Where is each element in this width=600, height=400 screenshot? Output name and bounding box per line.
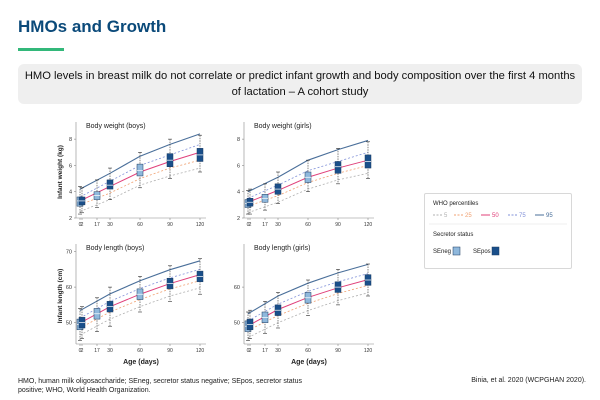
x-axis-label: Age (days) xyxy=(291,359,327,366)
y-tick-label: 2 xyxy=(69,216,72,222)
y-tick-label: 70 xyxy=(66,250,72,256)
y-tick-label: 60 xyxy=(66,285,72,291)
title-underline xyxy=(18,48,64,51)
x-tick-label: 0 xyxy=(247,222,250,228)
chart-length-girls: Body length (girls) 50 60 0 2 17 30 60 90 120 Age … xyxy=(234,244,374,366)
box-sepos xyxy=(106,179,114,190)
legend-pct-label: 5 xyxy=(444,213,448,219)
x-tick-label: 2 xyxy=(249,222,252,228)
x-tick-label: 120 xyxy=(364,222,373,228)
who-p75-line xyxy=(247,151,369,199)
x-tick-label: 90 xyxy=(335,222,341,228)
who-p95-line xyxy=(79,260,201,312)
x-tick-label: 0 xyxy=(79,348,82,354)
legend-pct-label: 75 xyxy=(519,213,526,219)
chart-title: Body length (boys) xyxy=(86,245,144,252)
x-tick-label: 30 xyxy=(275,222,281,228)
x-tick-label: 17 xyxy=(262,222,268,228)
who-p75-line xyxy=(247,273,369,322)
x-tick-label: 2 xyxy=(81,222,84,228)
y-tick-label: 2 xyxy=(237,216,240,222)
x-tick-label: 30 xyxy=(107,222,113,228)
y-axis-label: Infant length (cm) xyxy=(57,269,64,324)
chart-title: Body weight (girls) xyxy=(254,123,312,130)
x-tick-label: 0 xyxy=(79,222,82,228)
box-sepos xyxy=(334,161,342,174)
y-tick-label: 4 xyxy=(69,190,72,196)
footer-abbreviations: HMO, human milk oligosaccharide; SEneg, … xyxy=(18,378,303,394)
footer-citation: Binia, et al. 2020 (WCPGHAN 2020). xyxy=(471,377,586,384)
x-tick-label: 30 xyxy=(275,348,281,354)
y-tick-label: 6 xyxy=(69,163,72,169)
study-banner: HMO levels in breast milk do not correla… xyxy=(18,64,582,104)
x-tick-label: 2 xyxy=(81,348,84,354)
x-tick-label: 60 xyxy=(137,222,143,228)
x-tick-label: 90 xyxy=(335,348,341,354)
who-p75-line xyxy=(79,268,201,319)
legend-who-title: WHO percentiles xyxy=(433,201,478,207)
x-tick-label: 17 xyxy=(94,348,100,354)
legend-pct-label: 95 xyxy=(546,213,553,219)
x-tick-label: 60 xyxy=(137,348,143,354)
x-tick-label: 90 xyxy=(167,348,173,354)
legend-secretor-title: Secretor status xyxy=(433,232,473,238)
x-axis-label: Age (days) xyxy=(123,359,159,366)
y-tick-label: 50 xyxy=(66,321,72,327)
chart-title: Body length (girls) xyxy=(254,245,310,252)
y-tick-label: 6 xyxy=(237,163,240,169)
x-tick-label: 120 xyxy=(364,348,373,354)
y-tick-label: 60 xyxy=(234,285,240,291)
legend-seneg-label: SEneg xyxy=(433,249,451,255)
page-title: HMOs and Growth xyxy=(18,17,167,36)
banner-line-1: HMO levels in breast milk do not correla… xyxy=(24,70,576,82)
box-seneg xyxy=(136,163,144,177)
legend-pct-label: 25 xyxy=(465,213,472,219)
x-tick-label: 120 xyxy=(196,348,205,354)
y-tick-label: 8 xyxy=(237,137,240,143)
y-tick-label: 8 xyxy=(69,137,72,143)
legend-pct-label: 50 xyxy=(492,213,499,219)
x-tick-label: 0 xyxy=(247,348,250,354)
chart-title: Body weight (boys) xyxy=(86,123,146,130)
who-p25-line xyxy=(79,280,201,329)
banner-line-2: of lactation – A cohort study xyxy=(231,86,369,98)
x-tick-label: 90 xyxy=(167,222,173,228)
x-tick-label: 17 xyxy=(262,348,268,354)
legend-seneg-swatch xyxy=(452,246,461,256)
y-tick-label: 50 xyxy=(234,321,240,327)
x-tick-label: 17 xyxy=(94,222,100,228)
y-tick-label: 4 xyxy=(237,190,240,196)
chart-legend: WHO percentiles 5 25 50 75 95 Secretor status S… xyxy=(424,193,572,269)
legend-sepos-swatch xyxy=(491,246,500,256)
chart-length-boys: Body length (boys) 50 60 70 0 2 17 30 60 90 120 Inf… xyxy=(57,244,206,366)
x-tick-label: 30 xyxy=(107,348,113,354)
x-tick-label: 2 xyxy=(249,348,252,354)
x-tick-label: 120 xyxy=(196,222,205,228)
x-tick-label: 60 xyxy=(305,348,311,354)
x-tick-label: 60 xyxy=(305,222,311,228)
who-p5-line xyxy=(79,287,201,336)
legend-sepos-label: SEpos xyxy=(473,249,491,255)
y-axis-label: Infant weight (kg) xyxy=(57,145,64,199)
